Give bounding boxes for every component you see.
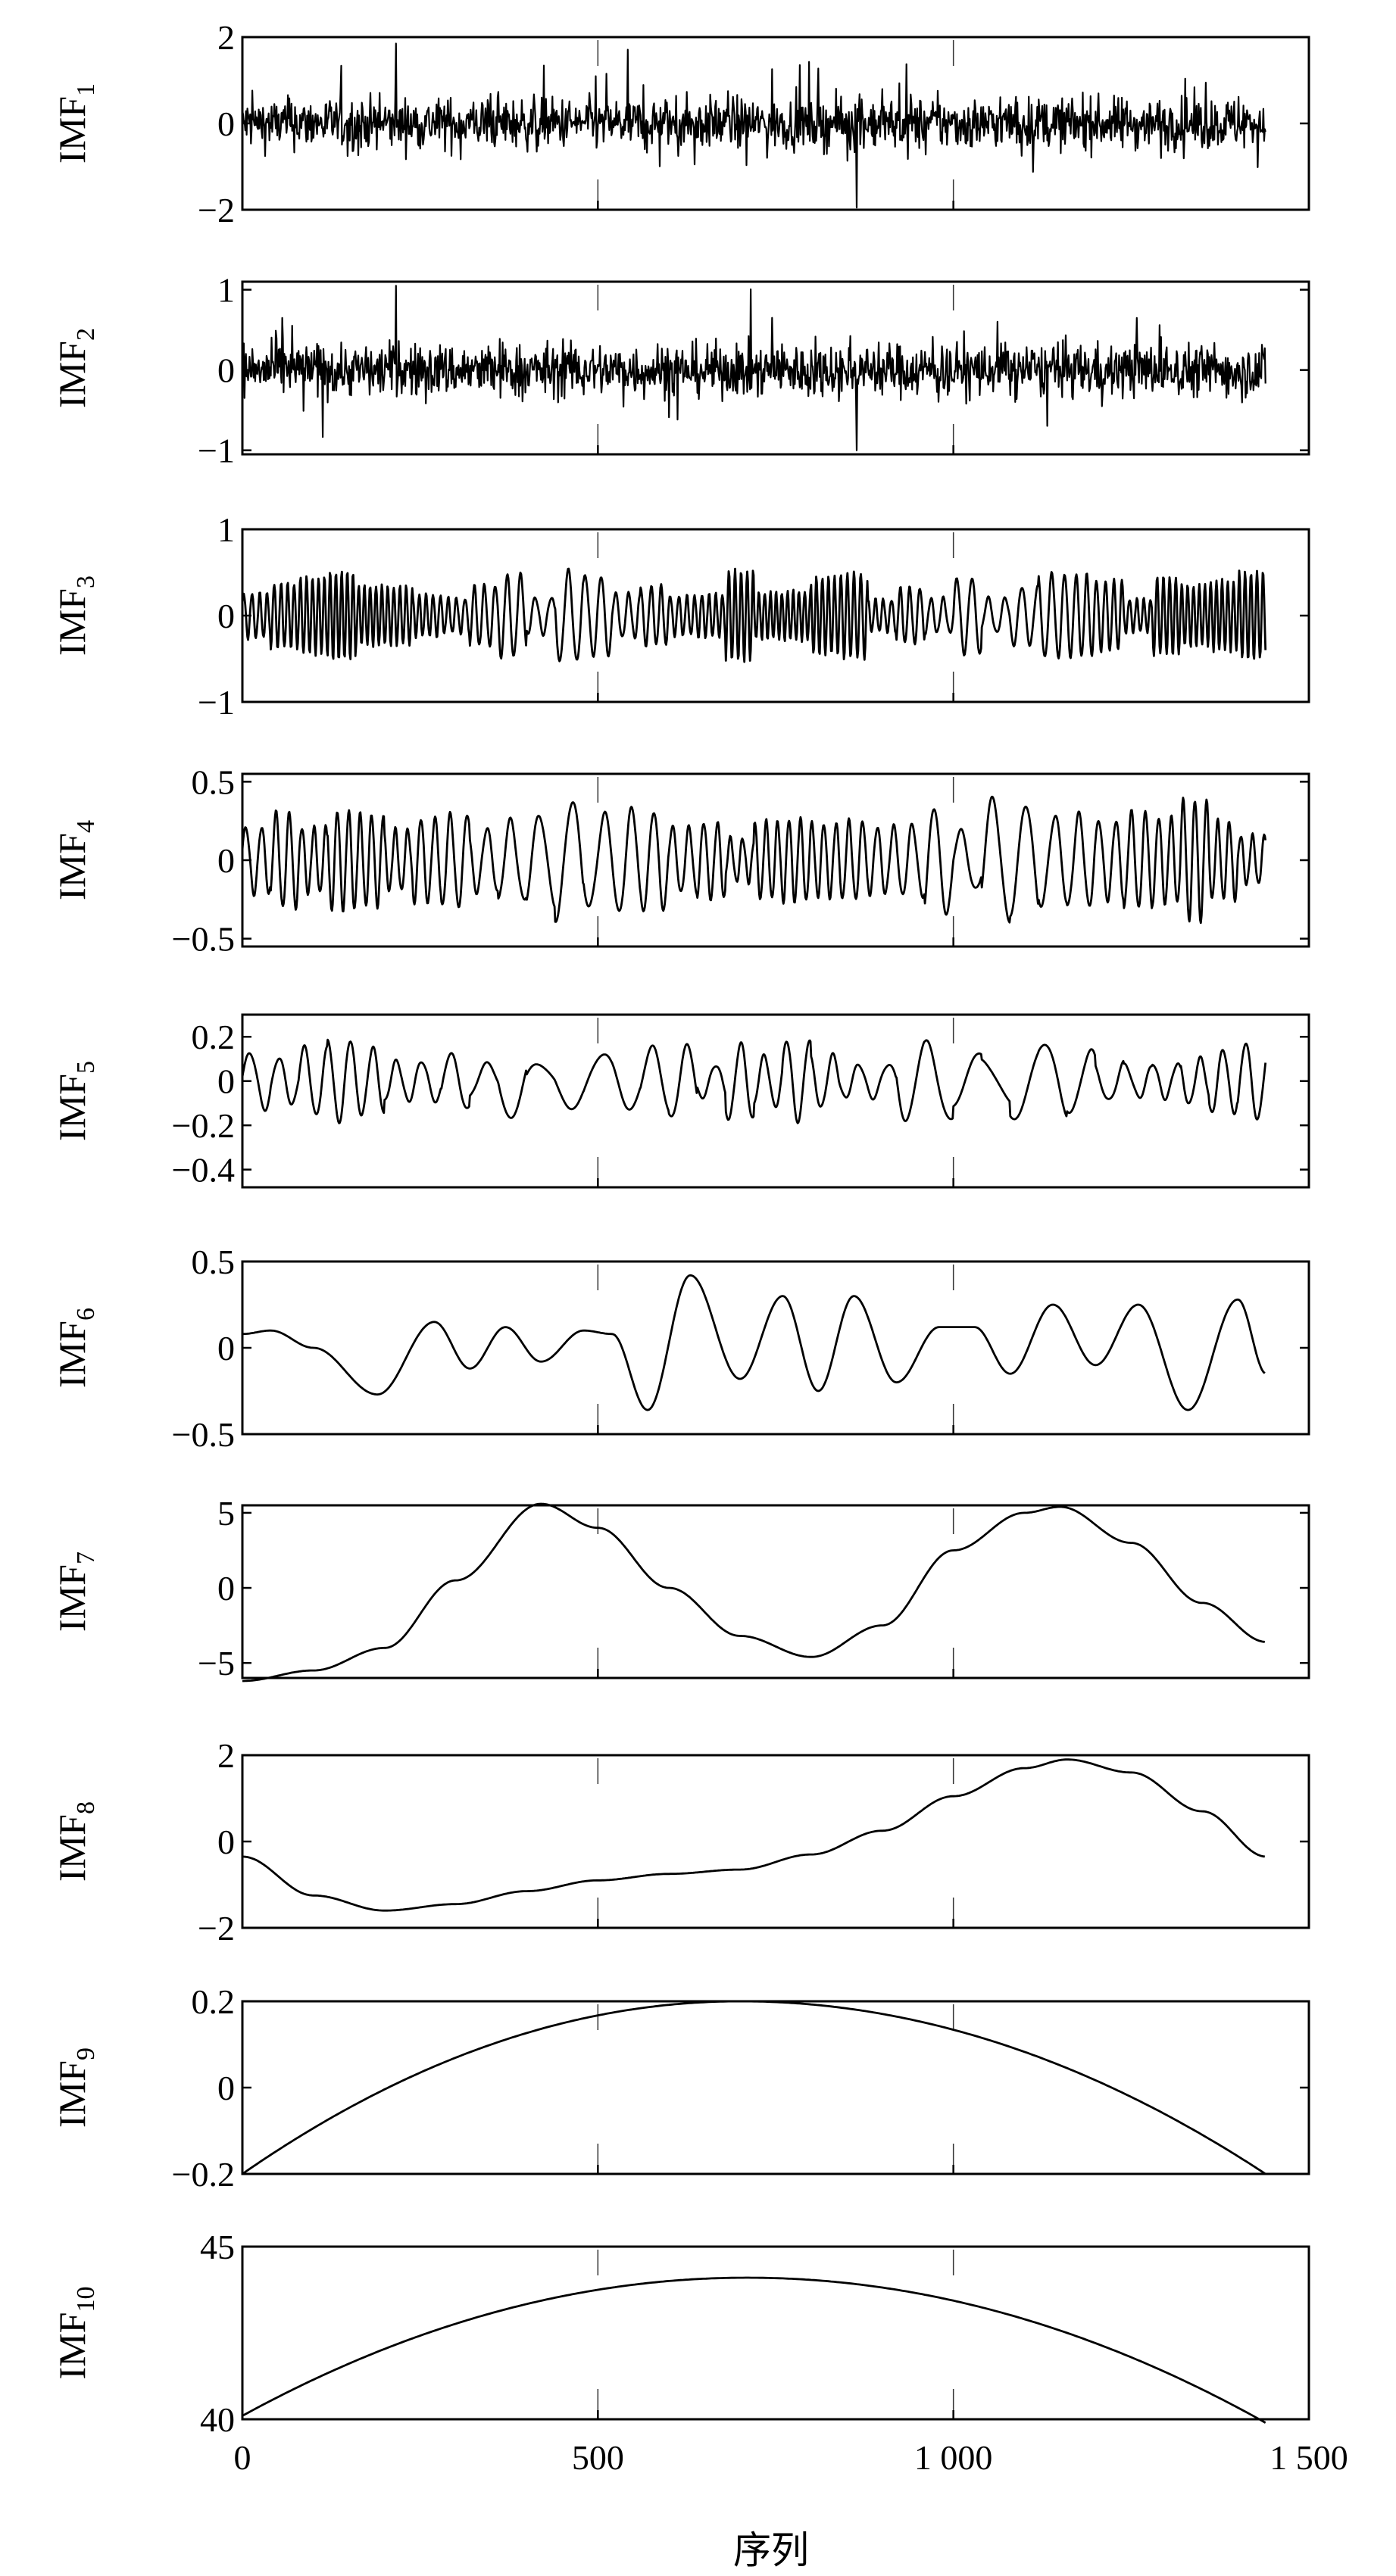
panel-5: 0.2 0 −0.2 −0.4 IMF5 — [51, 1013, 1310, 1190]
y-tick-label: 0.2 — [192, 1018, 236, 1056]
series-line-imf5 — [241, 1038, 1267, 1124]
panels: 20−2IMF110−1IMF210−1IMF30.50−0.5IMF40.20… — [51, 18, 1310, 2439]
panel-8: 2 0 −2 IMF8 — [51, 1736, 1310, 1948]
y-tick-label: 0 — [217, 1823, 235, 1861]
y-tick-label: 0 — [217, 1569, 235, 1608]
y-tick-label: −0.5 — [172, 1415, 235, 1454]
y-tick-label: 45 — [200, 2228, 235, 2266]
y-tick-label: 0 — [217, 351, 235, 390]
plot-frame — [241, 1754, 1310, 1929]
y-tick-label: 0 — [217, 1062, 235, 1101]
x-tick-label: 1 500 — [1270, 2438, 1348, 2477]
y-tick-label: 2 — [217, 1736, 235, 1775]
plot-frame — [241, 280, 1310, 456]
series-line-imf7 — [242, 1502, 1265, 1683]
panel-4: 0.5 0 −0.5 IMF4 — [51, 763, 1310, 959]
panel-label-imf6: IMF6 — [51, 1308, 100, 1388]
panel-label-imf8: IMF8 — [51, 1801, 100, 1882]
y-tick-label: −0.2 — [172, 1106, 235, 1145]
panel-label-imf9: IMF9 — [51, 2047, 100, 2128]
panel-10: 45 40 IMF10 — [51, 2228, 1310, 2439]
y-tick-label: 0 — [217, 597, 235, 635]
x-axis: 0 500 1 000 1 500 — [234, 2438, 1348, 2477]
y-tick-label: 0.5 — [192, 763, 236, 801]
y-tick-label: 0 — [217, 2069, 235, 2107]
panel-label-imf10: IMF10 — [51, 2287, 100, 2380]
panel-label-imf2: IMF2 — [51, 328, 100, 408]
y-tick-label: −1 — [198, 432, 235, 470]
x-tick-label: 0 — [234, 2438, 251, 2477]
series-line-imf3 — [241, 567, 1267, 663]
y-tick-label: −1 — [198, 683, 235, 722]
series-line-imf8 — [242, 1758, 1265, 1912]
y-tick-label: 0 — [217, 104, 235, 143]
series-line-imf1 — [241, 42, 1266, 209]
panel-9: 0.2 0 −0.2 IMF9 — [51, 1982, 1310, 2194]
y-tick-label: −0.2 — [172, 2155, 235, 2194]
series-line-imf2 — [241, 285, 1266, 451]
y-tick-label: −0.4 — [172, 1151, 235, 1190]
y-tick-label: 1 — [217, 510, 235, 549]
x-axis-label: 序列 — [733, 2529, 809, 2571]
y-tick-label: −2 — [198, 1909, 235, 1948]
y-tick-label: 40 — [200, 2400, 235, 2439]
panel-label-imf3: IMF3 — [51, 575, 100, 656]
panel-6: 0.5 0 −0.5 IMF6 — [51, 1243, 1310, 1454]
y-tick-label: −0.5 — [172, 920, 235, 959]
plot-frame — [241, 2000, 1310, 2175]
y-tick-label: −5 — [198, 1644, 235, 1683]
y-tick-label: 0.2 — [192, 1982, 236, 2021]
plot-frame — [241, 1013, 1310, 1189]
panel-label-imf4: IMF4 — [51, 820, 100, 900]
panel-label-imf7: IMF7 — [51, 1552, 100, 1632]
panel-label-imf5: IMF5 — [51, 1061, 100, 1141]
panel-3: 1 0 −1 IMF3 — [51, 510, 1310, 722]
y-tick-label: 0 — [217, 841, 235, 880]
panel-2: 1 0 −1 IMF2 — [51, 271, 1310, 470]
series-line-imf9 — [242, 2000, 1266, 2175]
y-tick-label: −2 — [198, 191, 235, 229]
series-line-imf4 — [241, 795, 1267, 925]
panel-1: 2 0 −2 IMF1 — [51, 18, 1310, 229]
y-tick-label: 5 — [217, 1494, 235, 1533]
plot-frame — [241, 2245, 1310, 2421]
x-tick-label: 500 — [572, 2438, 624, 2477]
y-tick-label: 0.5 — [192, 1243, 236, 1281]
y-tick-label: 1 — [217, 271, 235, 310]
panel-7: 5 0 −5 IMF7 — [51, 1494, 1310, 1683]
series-line-imf10 — [242, 2276, 1266, 2424]
plot-frame — [241, 1504, 1310, 1679]
plot-frame — [241, 1260, 1310, 1436]
y-tick-label: 2 — [217, 18, 235, 57]
x-tick-label: 1 000 — [914, 2438, 993, 2477]
series-line-imf6 — [242, 1274, 1266, 1411]
y-tick-label: 0 — [217, 1329, 235, 1368]
panel-label-imf1: IMF1 — [51, 83, 100, 164]
